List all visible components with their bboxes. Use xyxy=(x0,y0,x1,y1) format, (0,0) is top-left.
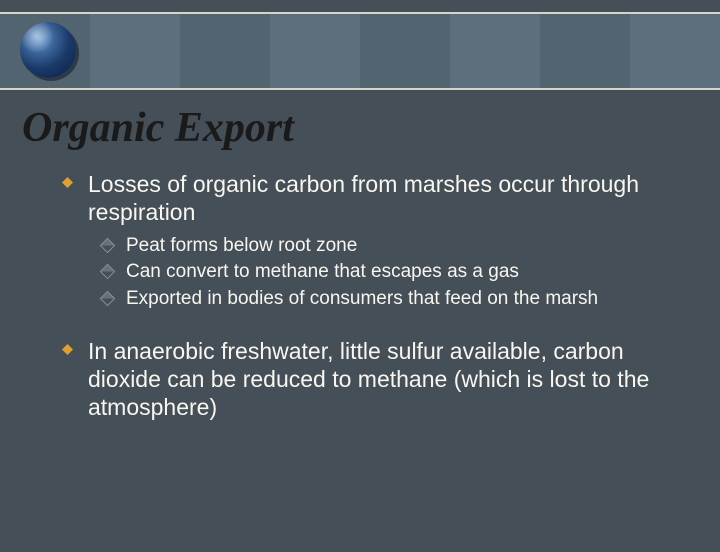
header-banner xyxy=(0,12,720,90)
list-item: Peat forms below root zone xyxy=(102,234,670,258)
list-item-text: Can convert to methane that escapes as a… xyxy=(126,261,519,282)
list-item: Can convert to methane that escapes as a… xyxy=(102,260,670,284)
list-item-text: Peat forms below root zone xyxy=(126,235,357,256)
list-item: In anaerobic freshwater, little sulfur a… xyxy=(62,337,670,421)
slide-title: Organic Export xyxy=(22,104,720,152)
list-item: Exported in bodies of consumers that fee… xyxy=(102,287,670,311)
bullet-list-level1: Losses of organic carbon from marshes oc… xyxy=(62,170,670,421)
list-item-text: Exported in bodies of consumers that fee… xyxy=(126,288,598,309)
list-item-text: In anaerobic freshwater, little sulfur a… xyxy=(88,338,649,420)
list-item-text: Losses of organic carbon from marshes oc… xyxy=(88,171,639,225)
list-item: Losses of organic carbon from marshes oc… xyxy=(62,170,670,311)
slide-content: Losses of organic carbon from marshes oc… xyxy=(0,170,720,421)
bullet-list-level2: Peat forms below root zone Can convert t… xyxy=(102,234,670,311)
globe-icon xyxy=(20,22,76,78)
